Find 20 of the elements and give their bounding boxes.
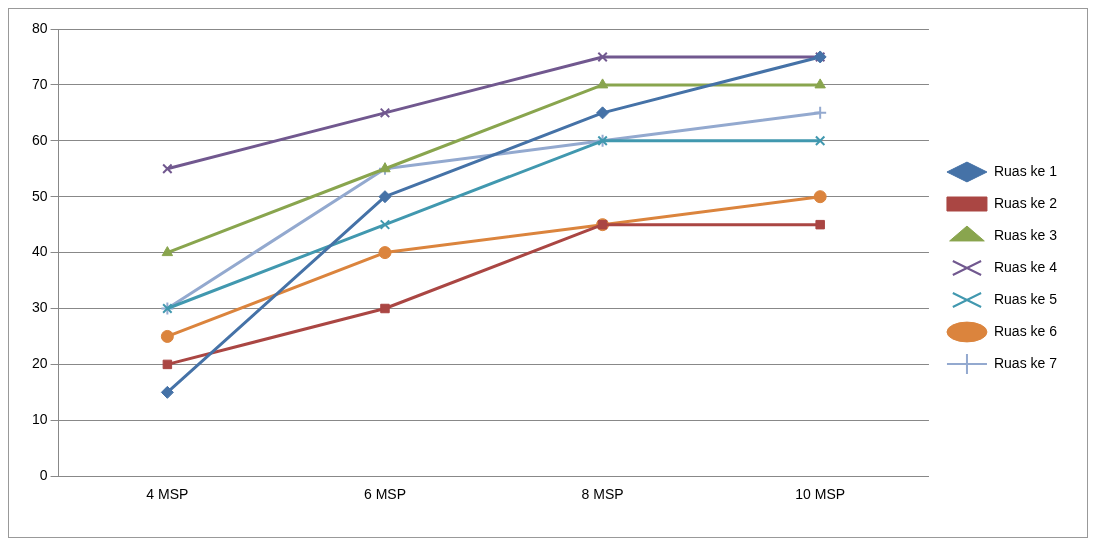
legend-label: Ruas ke 4: [993, 258, 1058, 275]
x-tick-label: 8 MSP: [581, 486, 624, 503]
y-tick-label: 40: [31, 243, 48, 260]
y-tick-label: 70: [31, 75, 48, 92]
y-tick-label: 20: [31, 355, 48, 372]
y-tick-label: 50: [31, 187, 48, 204]
x-tick-label: 6 MSP: [363, 486, 406, 503]
legend-label: Ruas ke 2: [993, 194, 1058, 211]
x-tick-label: 10 MSP: [795, 486, 846, 503]
legend-label: Ruas ke 7: [993, 354, 1058, 371]
legend-label: Ruas ke 1: [993, 162, 1058, 179]
y-tick-label: 10: [31, 411, 48, 428]
legend-label: Ruas ke 3: [993, 226, 1058, 243]
y-tick-label: 30: [31, 299, 48, 316]
legend-label: Ruas ke 5: [993, 290, 1058, 307]
legend-label: Ruas ke 6: [993, 322, 1058, 339]
y-tick-label: 0: [39, 467, 48, 484]
y-tick-label: 80: [31, 19, 48, 36]
y-tick-label: 60: [31, 131, 48, 148]
x-tick-label: 4 MSP: [146, 486, 189, 503]
